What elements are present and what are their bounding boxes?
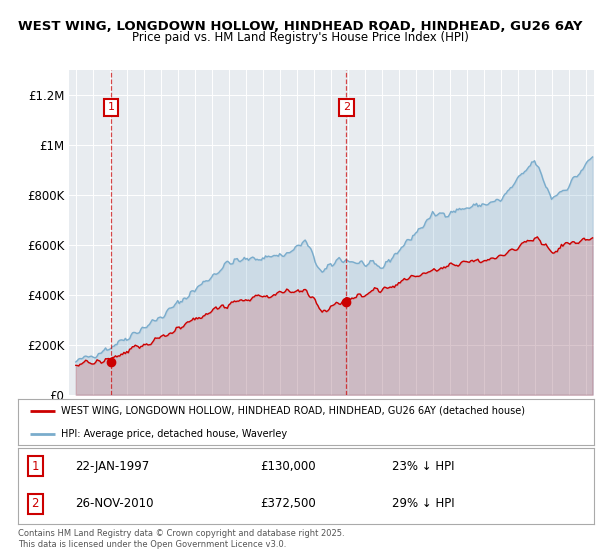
Text: 26-NOV-2010: 26-NOV-2010 [76,497,154,511]
Text: £130,000: £130,000 [260,460,316,473]
Text: 22-JAN-1997: 22-JAN-1997 [76,460,150,473]
Text: 1: 1 [107,102,115,113]
Text: HPI: Average price, detached house, Waverley: HPI: Average price, detached house, Wave… [61,429,287,438]
Text: 23% ↓ HPI: 23% ↓ HPI [392,460,455,473]
Text: WEST WING, LONGDOWN HOLLOW, HINDHEAD ROAD, HINDHEAD, GU26 6AY: WEST WING, LONGDOWN HOLLOW, HINDHEAD ROA… [18,20,582,32]
Text: Contains HM Land Registry data © Crown copyright and database right 2025.
This d: Contains HM Land Registry data © Crown c… [18,529,344,549]
Text: 2: 2 [343,102,350,113]
Text: 1: 1 [32,460,39,473]
Text: Price paid vs. HM Land Registry's House Price Index (HPI): Price paid vs. HM Land Registry's House … [131,31,469,44]
Text: WEST WING, LONGDOWN HOLLOW, HINDHEAD ROAD, HINDHEAD, GU26 6AY (detached house): WEST WING, LONGDOWN HOLLOW, HINDHEAD ROA… [61,406,525,416]
Text: 2: 2 [32,497,39,511]
Text: £372,500: £372,500 [260,497,316,511]
Text: 29% ↓ HPI: 29% ↓ HPI [392,497,455,511]
